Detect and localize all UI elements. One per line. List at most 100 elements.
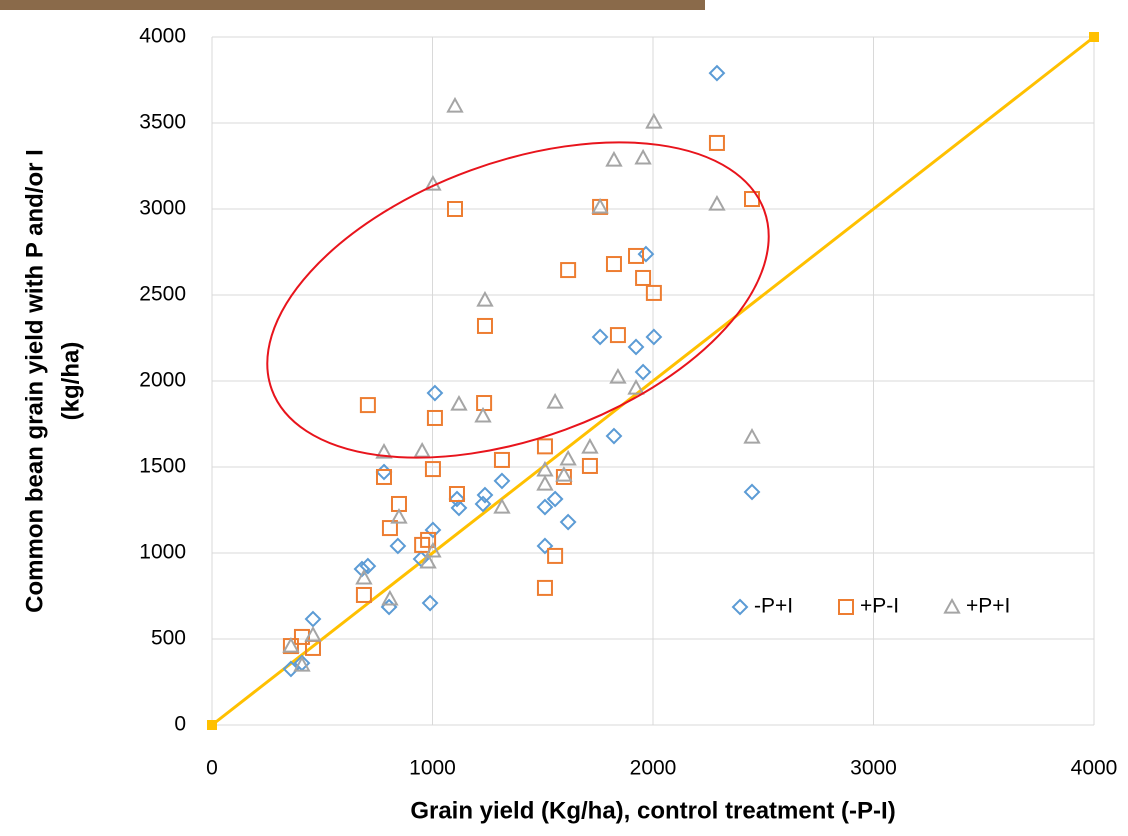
marker xyxy=(304,610,322,628)
marker xyxy=(943,597,961,614)
marker xyxy=(381,589,399,606)
y-tick-label: 0 xyxy=(174,713,186,736)
marker xyxy=(581,457,598,474)
marker xyxy=(743,483,761,501)
marker xyxy=(375,442,393,459)
marker xyxy=(536,474,554,491)
x-tick-label: 4000 xyxy=(1071,757,1118,780)
marker xyxy=(426,384,444,402)
reference-line xyxy=(211,35,1095,727)
marker xyxy=(293,655,311,672)
marker xyxy=(637,245,655,263)
marker xyxy=(536,498,554,516)
reference-point xyxy=(207,720,217,730)
x-tick-label: 1000 xyxy=(409,757,456,780)
marker xyxy=(605,256,622,273)
y-tick-label: 2000 xyxy=(139,369,186,392)
marker xyxy=(546,490,564,508)
marker xyxy=(581,437,599,454)
marker xyxy=(420,531,437,548)
marker xyxy=(474,406,492,423)
marker xyxy=(627,378,645,395)
marker xyxy=(559,449,577,466)
legend-label: -P+I xyxy=(754,595,793,618)
marker xyxy=(493,472,511,490)
y-tick-label: 3000 xyxy=(139,197,186,220)
x-tick-label: 0 xyxy=(206,757,218,780)
marker xyxy=(355,586,372,603)
marker xyxy=(419,552,437,569)
marker xyxy=(536,438,553,455)
marker xyxy=(355,568,373,585)
x-tick-label: 3000 xyxy=(850,757,897,780)
x-axis-title: Grain yield (Kg/ha), control treatment (… xyxy=(410,797,895,824)
marker xyxy=(559,513,577,531)
marker xyxy=(627,338,645,356)
marker xyxy=(609,327,626,344)
marker xyxy=(609,367,627,384)
marker xyxy=(426,409,443,426)
marker xyxy=(634,148,652,165)
y-tick-label: 4000 xyxy=(139,25,186,48)
marker xyxy=(448,490,466,508)
highlight-ellipse xyxy=(266,141,770,459)
marker xyxy=(645,284,662,301)
legend-label: +P-I xyxy=(860,595,899,618)
marker xyxy=(743,428,761,444)
marker xyxy=(560,262,577,279)
marker xyxy=(628,247,645,264)
marker xyxy=(536,537,554,555)
marker xyxy=(536,579,553,596)
y-tick-label: 1500 xyxy=(139,455,186,478)
marker xyxy=(424,521,442,539)
marker xyxy=(450,394,468,411)
marker xyxy=(838,599,854,615)
y-tick-label: 3500 xyxy=(139,111,186,134)
marker xyxy=(389,537,407,555)
marker xyxy=(546,392,564,409)
marks xyxy=(207,32,1099,730)
marker xyxy=(450,499,468,517)
marker xyxy=(448,486,465,503)
marker xyxy=(731,598,749,616)
photo-strip xyxy=(0,0,705,10)
marker xyxy=(424,461,441,478)
marker xyxy=(381,520,398,537)
marker xyxy=(474,495,492,513)
x-tick-label: 2000 xyxy=(630,757,677,780)
marker xyxy=(424,541,442,558)
y-tick-label: 2500 xyxy=(139,283,186,306)
legend-label: +P+I xyxy=(966,595,1010,618)
legend: -P+I +P-I +P+I xyxy=(731,595,1010,618)
y-tick-label: 500 xyxy=(151,627,186,650)
marker xyxy=(413,441,431,458)
marker xyxy=(282,636,300,653)
marker xyxy=(634,363,652,381)
marker xyxy=(282,660,300,678)
marker xyxy=(421,594,439,612)
marker xyxy=(555,466,573,482)
marker xyxy=(708,64,726,82)
y-axis-title: (kg/ha) xyxy=(57,342,84,421)
marker xyxy=(446,201,463,217)
marker xyxy=(645,112,663,129)
y-tick-label: 1000 xyxy=(139,541,186,564)
marker xyxy=(375,468,392,485)
reference-point xyxy=(1089,32,1099,42)
marker xyxy=(645,328,663,346)
marker xyxy=(414,536,431,553)
marker xyxy=(605,150,623,167)
marker xyxy=(359,397,376,414)
marker xyxy=(476,395,493,412)
marker xyxy=(708,194,726,211)
marker xyxy=(635,269,652,286)
marker xyxy=(591,328,609,346)
marker xyxy=(476,317,493,334)
marker xyxy=(605,427,623,445)
marker xyxy=(591,197,609,214)
marker xyxy=(476,290,494,307)
marker xyxy=(547,547,564,564)
marker xyxy=(493,498,511,514)
marker xyxy=(446,96,464,113)
